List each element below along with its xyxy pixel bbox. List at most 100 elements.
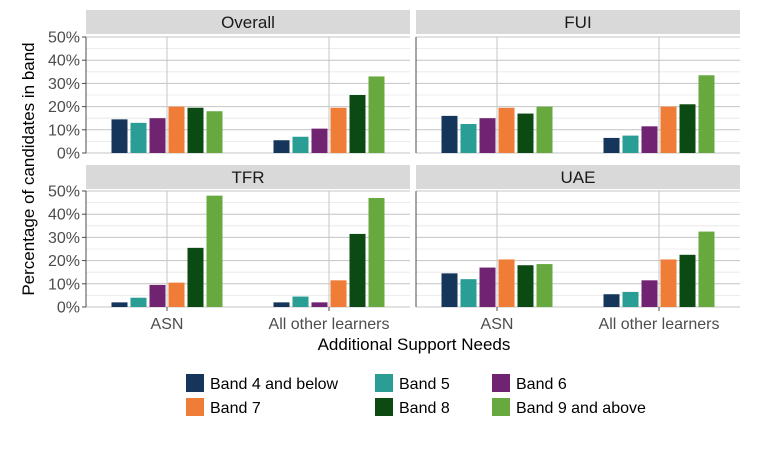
- y-tick-label: 20%: [48, 253, 80, 270]
- panel-title: Overall: [221, 13, 275, 32]
- x-category-labels: ASN All other learners ASN All other learne…: [151, 307, 720, 333]
- y-tick-label: 20%: [48, 99, 80, 116]
- x-tick-label: All other learners: [599, 316, 720, 333]
- bar-band-8-all-other-learners: [679, 254, 696, 307]
- y-tick-label: 10%: [48, 122, 80, 139]
- bar-band-7-asn: [498, 259, 515, 307]
- bar-band-5-all-other-learners: [292, 136, 309, 153]
- bar-band-4-and-below-asn: [111, 302, 128, 307]
- panel-overall: Overall 0% 10% 20% 30% 40% 50%: [48, 10, 410, 163]
- panel-strip: [86, 165, 410, 189]
- panel-strip: [416, 10, 740, 34]
- panel-tfr: TFR 0% 10% 20% 30% 40% 50%: [48, 165, 410, 317]
- x-tick-label: ASN: [151, 316, 184, 333]
- bar-band-8-all-other-learners: [679, 104, 696, 153]
- bar-band-5-asn: [460, 124, 477, 153]
- legend-label: Band 8: [399, 400, 450, 417]
- y-tick-label: 30%: [48, 76, 80, 93]
- legend-item-band-8: Band 8: [375, 398, 450, 417]
- y-tick-label: 50%: [48, 184, 80, 201]
- legend-item-band-4-and-below: Band 4 and below: [186, 374, 339, 393]
- bar-band-8-all-other-learners: [349, 233, 366, 307]
- bar-band-9-and-above-all-other-learners: [698, 75, 715, 153]
- x-axis-title: Additional Support Needs: [318, 335, 511, 354]
- bar-band-6-all-other-learners: [641, 280, 658, 307]
- y-tick-label: 0%: [57, 146, 80, 163]
- panel-fui: FUI: [415, 10, 740, 154]
- panel-title: UAE: [561, 168, 596, 187]
- bar-band-6-all-other-learners: [311, 128, 328, 153]
- y-tick-label: 40%: [48, 53, 80, 70]
- bar-band-4-and-below-asn: [441, 273, 458, 307]
- chart-panels: Overall 0% 10% 20% 30% 40% 50% FUI TFR 0% 10% 20% 30…: [48, 10, 740, 317]
- bar-band-9-and-above-all-other-learners: [698, 231, 715, 307]
- y-tick-label: 0%: [57, 300, 80, 317]
- bar-band-7-all-other-learners: [660, 106, 677, 153]
- panel-title: FUI: [564, 13, 591, 32]
- bar-band-4-and-below-all-other-learners: [273, 140, 290, 153]
- bar-band-5-asn: [130, 122, 147, 153]
- legend-swatch: [186, 398, 204, 416]
- legend-item-band-5: Band 5: [375, 374, 450, 393]
- bar-band-6-all-other-learners: [641, 126, 658, 153]
- bar-band-6-all-other-learners: [311, 302, 328, 307]
- bar-band-9-and-above-all-other-learners: [368, 76, 385, 153]
- bar-band-9-and-above-all-other-learners: [368, 197, 385, 307]
- bar-band-7-all-other-learners: [330, 280, 347, 307]
- y-tick-label: 30%: [48, 230, 80, 247]
- x-tick-label: ASN: [481, 316, 514, 333]
- legend-label: Band 6: [516, 376, 567, 393]
- legend-swatch: [186, 374, 204, 392]
- y-axis-title: Percentage of candidates in band: [19, 42, 38, 295]
- panel-title: TFR: [231, 168, 264, 187]
- bar-band-8-asn: [187, 107, 204, 153]
- bar-band-4-and-below-asn: [441, 115, 458, 153]
- legend-swatch: [375, 398, 393, 416]
- bar-band-9-and-above-asn: [206, 111, 223, 153]
- legend-swatch: [492, 398, 510, 416]
- bar-band-7-asn: [498, 107, 515, 153]
- bar-band-8-all-other-learners: [349, 95, 366, 153]
- bar-band-7-asn: [168, 282, 185, 307]
- y-tick-label: 40%: [48, 207, 80, 224]
- bar-band-7-asn: [168, 106, 185, 153]
- bar-band-8-asn: [517, 113, 534, 153]
- panel-strip: [86, 10, 410, 34]
- bar-band-7-all-other-learners: [330, 107, 347, 153]
- legend-swatch: [492, 374, 510, 392]
- bar-band-8-asn: [517, 265, 534, 307]
- legend-label: Band 9 and above: [516, 400, 646, 417]
- panel-strip: [416, 165, 740, 189]
- legend-label: Band 7: [210, 400, 261, 417]
- bar-band-8-asn: [187, 247, 204, 307]
- bar-band-4-and-below-all-other-learners: [603, 294, 620, 307]
- bar-band-6-asn: [479, 118, 496, 153]
- y-tick-label: 50%: [48, 30, 80, 47]
- bar-band-6-asn: [149, 118, 166, 153]
- legend-item-band-7: Band 7: [186, 398, 261, 417]
- bar-band-9-and-above-asn: [206, 195, 223, 307]
- x-tick-label: All other learners: [269, 316, 390, 333]
- bar-band-4-and-below-all-other-learners: [603, 137, 620, 153]
- bar-band-4-and-below-all-other-learners: [273, 302, 290, 307]
- legend-label: Band 5: [399, 376, 450, 393]
- bar-band-5-asn: [130, 297, 147, 307]
- bar-band-6-asn: [479, 267, 496, 307]
- legend-label: Band 4 and below: [210, 376, 339, 393]
- legend-item-band-6: Band 6: [492, 374, 567, 393]
- bar-band-9-and-above-asn: [536, 264, 553, 307]
- bar-band-5-asn: [460, 279, 477, 307]
- bar-band-4-and-below-asn: [111, 119, 128, 153]
- bar-band-7-all-other-learners: [660, 259, 677, 307]
- legend-item-band-9-and-above: Band 9 and above: [492, 398, 646, 417]
- bar-band-9-and-above-asn: [536, 106, 553, 153]
- panel-uae: UAE: [415, 165, 740, 308]
- legend: Band 4 and below Band 5 Band 6 Band 7 Band 8…: [186, 374, 646, 417]
- legend-swatch: [375, 374, 393, 392]
- bar-band-5-all-other-learners: [622, 135, 639, 153]
- bar-band-6-asn: [149, 284, 166, 307]
- bar-band-5-all-other-learners: [292, 296, 309, 307]
- y-tick-label: 10%: [48, 276, 80, 293]
- bar-band-5-all-other-learners: [622, 291, 639, 307]
